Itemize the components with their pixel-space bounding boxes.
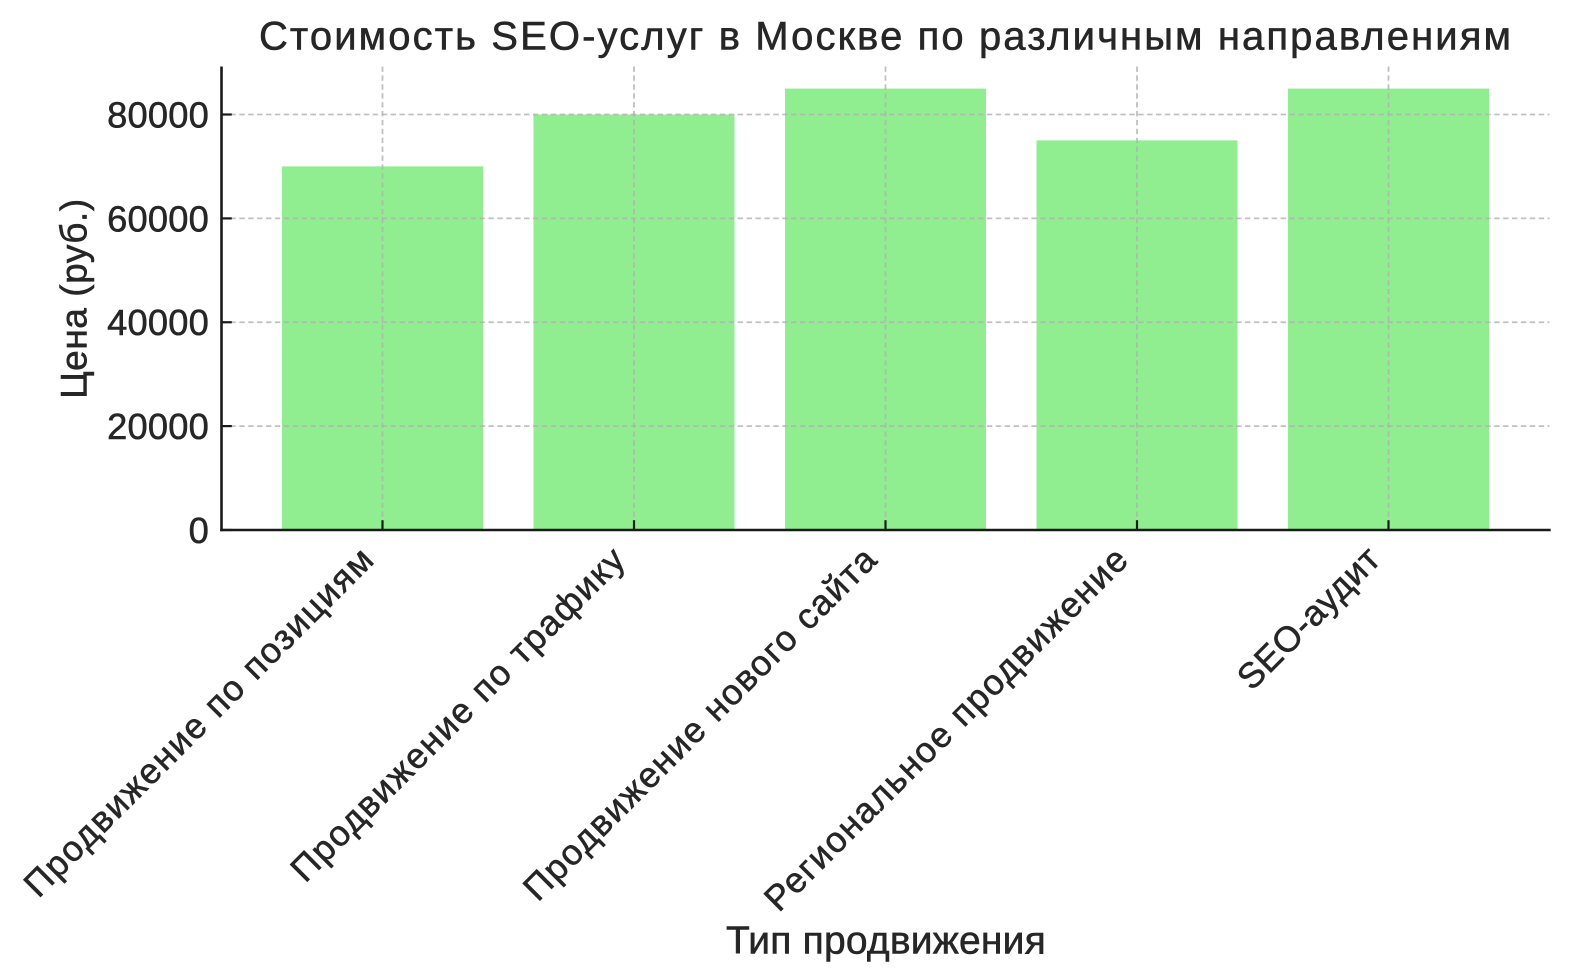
svg-text:20000: 20000: [107, 406, 209, 447]
svg-text:Стоимость SEO-услуг в Москве п: Стоимость SEO-услуг в Москве по различны…: [259, 15, 1513, 59]
svg-text:40000: 40000: [107, 302, 209, 343]
svg-text:0: 0: [189, 510, 209, 551]
svg-text:80000: 80000: [107, 94, 209, 135]
svg-text:Цена (руб.): Цена (руб.): [54, 198, 95, 398]
svg-text:Тип продвижения: Тип продвижения: [726, 920, 1046, 963]
svg-text:60000: 60000: [107, 198, 209, 239]
